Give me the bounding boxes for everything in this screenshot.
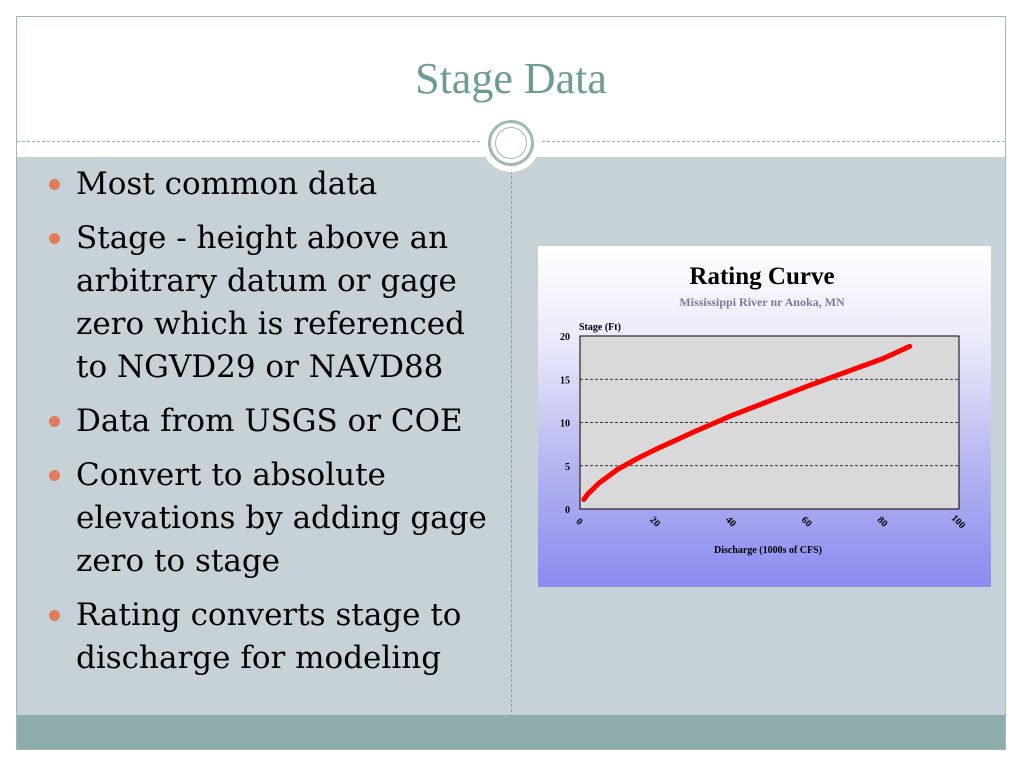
bullet-item: Convert to absolute elevations by adding… <box>49 454 499 583</box>
chart-subtitle: Mississippi River nr Anoka, MN <box>679 295 845 309</box>
bullet-dot-icon <box>49 233 60 244</box>
rating-curve-chart: Rating Curve Mississippi River nr Anoka,… <box>538 246 991 587</box>
chart-svg: Rating Curve Mississippi River nr Anoka,… <box>560 263 967 556</box>
footer-bar <box>17 715 1005 749</box>
bullet-item: Rating converts stage to discharge for m… <box>49 594 499 680</box>
bullet-text: Convert to absolute elevations by adding… <box>76 457 487 579</box>
slide: Stage Data Most common data Stage - heig… <box>16 16 1006 750</box>
circle-ornament-icon <box>482 114 540 172</box>
y-tick-label: 15 <box>560 375 570 386</box>
bullet-dot-icon <box>49 179 60 190</box>
rating-curve-line <box>581 343 913 502</box>
bullet-text: Data from USGS or COE <box>76 403 463 439</box>
x-tick-label: 20 <box>647 515 662 530</box>
chart-title: Rating Curve <box>689 263 834 290</box>
y-tick-label: 20 <box>560 332 570 343</box>
bullet-dot-icon <box>49 470 60 481</box>
bullet-text: Most common data <box>76 166 378 202</box>
bullet-item: Most common data <box>49 163 499 206</box>
x-tick-label: 0 <box>573 516 584 527</box>
bullet-dot-icon <box>49 416 60 427</box>
x-tick-label: 100 <box>949 513 967 531</box>
bullet-item: Stage - height above an arbitrary datum … <box>49 217 499 389</box>
bullet-item: Data from USGS or COE <box>49 400 499 443</box>
y-tick-label: 5 <box>565 462 570 473</box>
bullet-text: Rating converts stage to discharge for m… <box>76 597 462 676</box>
x-axis-label: Discharge (1000s of CFS) <box>714 545 822 556</box>
x-tick-label: 40 <box>723 515 738 530</box>
y-tick-label: 10 <box>560 419 570 430</box>
x-tick-label: 60 <box>799 515 814 530</box>
bullet-text: Stage - height above an arbitrary datum … <box>76 220 465 385</box>
y-axis-label: Stage (Ft) <box>579 322 621 333</box>
y-tick-label: 0 <box>565 505 570 516</box>
x-tick-label: 80 <box>875 515 890 530</box>
bullet-dot-icon <box>49 610 60 621</box>
slide-title: Stage Data <box>415 54 607 103</box>
bullet-list: Most common data Stage - height above an… <box>49 163 499 691</box>
column-divider <box>511 171 512 717</box>
